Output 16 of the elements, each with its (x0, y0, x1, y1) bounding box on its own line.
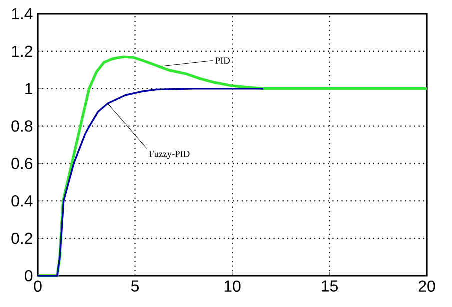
y-tick-label: 0.8 (12, 120, 33, 132)
y-tick-label: 1 (26, 83, 33, 94)
annotation: Fuzzy-PID (149, 151, 190, 160)
x-tick-label: 5 (131, 280, 140, 292)
y-tick-label: 0.6 (12, 158, 33, 170)
x-tick-label: 20 (418, 280, 436, 292)
annotation: PID (216, 58, 230, 64)
y-tick-label: 1.4 (12, 8, 33, 20)
x-tick-label: 15 (322, 280, 338, 292)
x-tick-label: 10 (224, 280, 241, 292)
y-tick-label: 0.2 (12, 232, 32, 244)
y-tick-label: 0.4 (12, 195, 33, 207)
x-tick-label: 0 (34, 280, 42, 292)
y-tick-label: 1.2 (12, 46, 32, 58)
y-tick-label: 0 (25, 270, 33, 282)
line-series (37, 88, 264, 277)
